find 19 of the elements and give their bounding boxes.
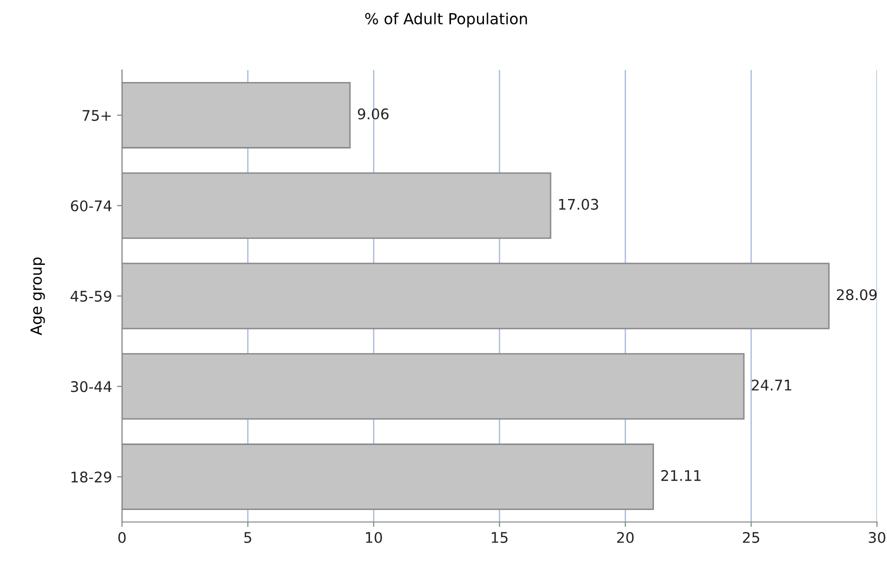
y-axis-title: Age group (30, 257, 45, 336)
y-tick-label: 45-59 (70, 290, 112, 302)
data-label: 17.03 (559, 198, 598, 210)
x-tick-label: 0 (118, 532, 126, 544)
x-tick-label: 30 (868, 532, 886, 544)
data-label: 21.11 (661, 470, 701, 481)
x-tick-label: 5 (244, 532, 252, 544)
y-tick-label: 75+ (82, 110, 111, 121)
data-label: 28.09 (836, 289, 877, 300)
y-tick-label: 60-74 (70, 200, 112, 212)
x-tick-label: 20 (617, 532, 634, 544)
y-tick-label: 18-29 (72, 472, 112, 483)
data-label: 9.06 (358, 108, 389, 120)
data-label: 24.71 (752, 380, 792, 390)
x-tick-label: 15 (492, 532, 508, 544)
x-tick-label: 25 (742, 532, 760, 544)
x-tick-label: 10 (366, 532, 382, 544)
chart-title: % of Adult Population (365, 12, 527, 28)
y-tick-label: 30-44 (71, 381, 112, 392)
